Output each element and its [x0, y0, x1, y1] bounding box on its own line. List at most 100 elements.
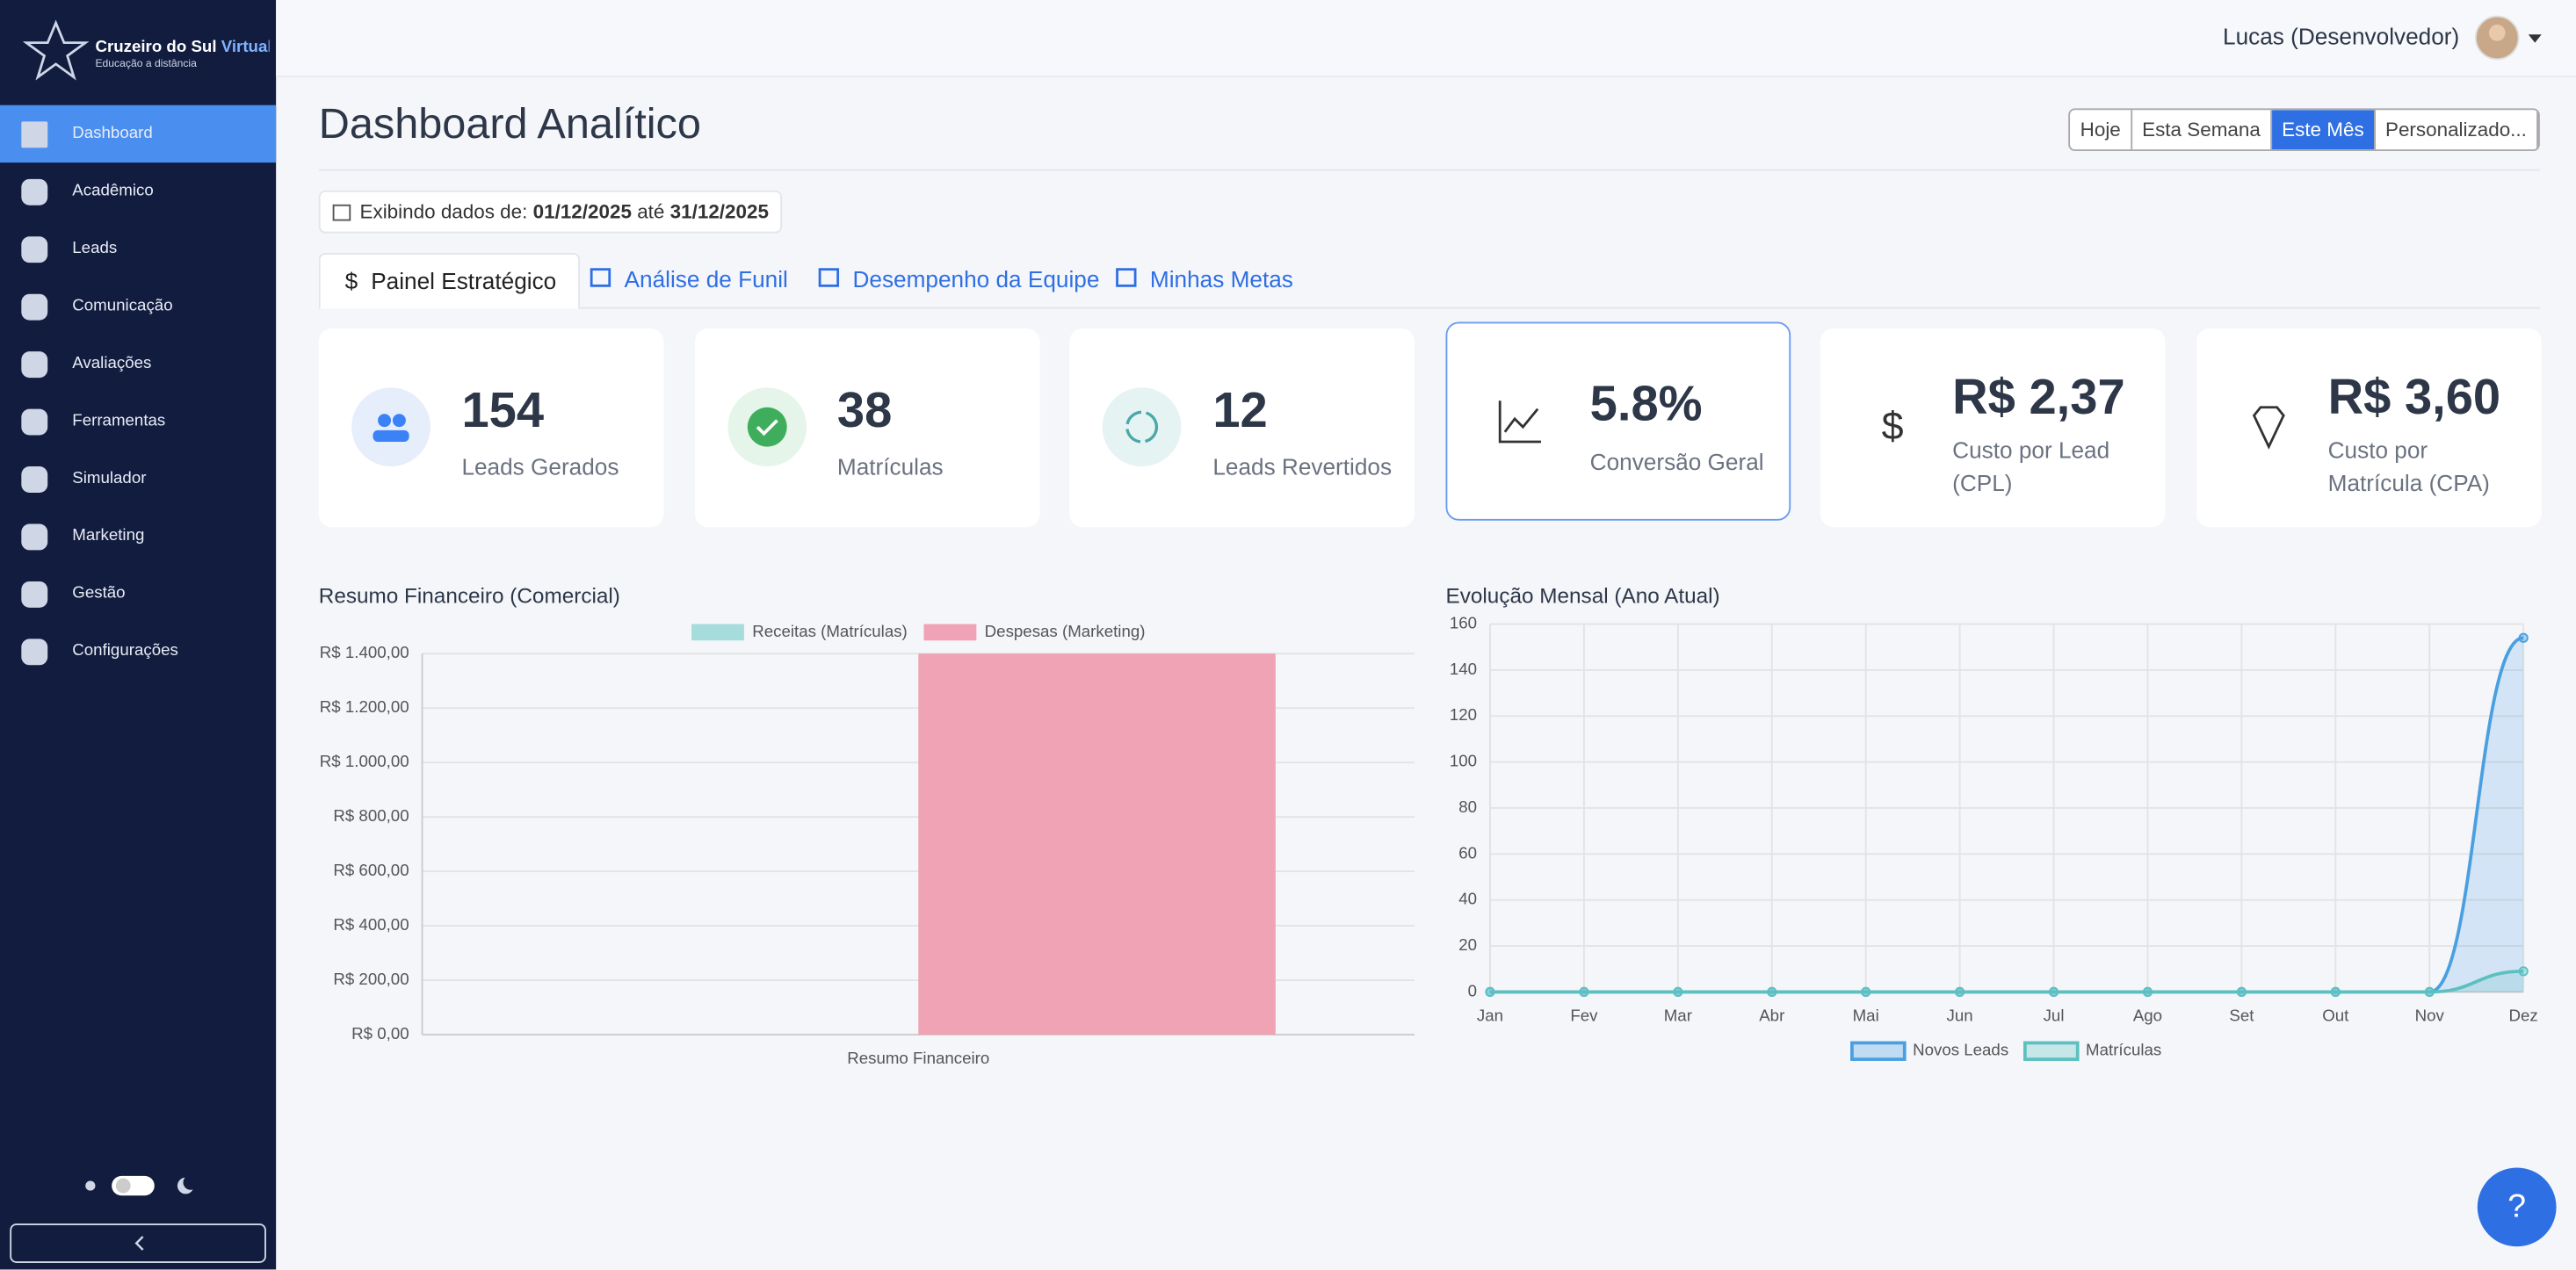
tab[interactable]: $ Painel Estratégico [318, 252, 580, 309]
kpi-card: 38 Matrículas [694, 328, 1039, 528]
point [1485, 986, 1495, 998]
tagline: Educação a distância [95, 57, 197, 69]
range-button[interactable]: Hoje [2070, 110, 2132, 150]
point [1673, 986, 1683, 998]
legend-swatch [2022, 1041, 2080, 1061]
y-tick-label: 80 [1458, 797, 1477, 816]
menu-label: Dashboard [72, 125, 153, 143]
kpi-label: Conversão Geral [1589, 448, 1764, 475]
y-tick-label: 60 [1458, 843, 1477, 862]
date-end: 31/12/2025 [669, 200, 769, 224]
x-tick-label: Mai [1853, 1006, 1879, 1024]
collapse-button[interactable] [10, 1223, 266, 1263]
tab-icon-shape [818, 268, 840, 287]
kpi-value: R$ 3,60 [2327, 371, 2501, 426]
kpi-icon [351, 387, 431, 467]
tab[interactable]: Desempenho da Equipe [793, 253, 1121, 307]
range-button[interactable]: Este Mês [2271, 110, 2376, 150]
x-tick-label: Jul [2044, 1006, 2065, 1024]
kpi-icon-diamond [2252, 406, 2285, 450]
kpi-card: $ R$ 2,37 Custo por Lead (CPL) [1820, 328, 2167, 528]
sun-icon [85, 1180, 96, 1191]
help-button[interactable]: ? [2477, 1167, 2557, 1247]
menu-item[interactable]: Acadêmico [0, 162, 276, 220]
kpi-icon [1498, 400, 1541, 444]
chart-title: Resumo Financeiro (Comercial) [318, 582, 620, 608]
menu-icon [21, 121, 48, 148]
kpi-value: 38 [836, 384, 893, 439]
y-tick-label: R$ 800,00 [333, 806, 409, 825]
area [1489, 638, 2524, 992]
date-prefix: Exibindo dados de: [359, 200, 528, 224]
y-tick-label: R$ 0,00 [351, 1024, 409, 1043]
line [1489, 636, 2524, 994]
user-name[interactable]: Lucas (Desenvolvedor) [2223, 23, 2460, 50]
point [2236, 986, 2247, 998]
menu-icon-shape [21, 523, 48, 551]
x-tick-label: Nov [2415, 1006, 2445, 1024]
collapse-icon [134, 1236, 144, 1251]
range-button[interactable]: Esta Semana [2132, 110, 2272, 150]
x-tick-label: Mar [1664, 1006, 1692, 1024]
legend-swatch [1850, 1041, 1907, 1061]
kpi-value: 12 [1212, 384, 1268, 439]
tab-line [318, 307, 2540, 309]
tab[interactable]: Análise de Funil [565, 253, 809, 307]
caret [2528, 34, 2542, 43]
menu-label: Comunicação [72, 297, 173, 316]
kpi-label: Leads Gerados [461, 453, 619, 480]
menu-item[interactable]: Gestão [0, 565, 276, 622]
menu-item[interactable]: Avaliações [0, 335, 276, 392]
point [1861, 986, 1871, 998]
x-tick-label: Jun [1947, 1006, 1973, 1024]
menu-icon-shape [21, 293, 48, 321]
menu-item[interactable]: Comunicação [0, 278, 276, 335]
y-tick-label: R$ 1.000,00 [320, 752, 409, 770]
range-button[interactable]: Personalizado... [2376, 110, 2538, 150]
y-tick-label: R$ 200,00 [333, 970, 409, 988]
y-tick-label: 120 [1450, 705, 1477, 724]
menu-icon [21, 523, 48, 551]
point [2048, 986, 2059, 998]
x-tick-label: Ago [2133, 1006, 2162, 1024]
kpi-icon-person [392, 414, 406, 428]
menu-label: Ferramentas [72, 412, 166, 430]
date-start: 01/12/2025 [532, 200, 632, 224]
kpi-icon-shape [747, 407, 786, 447]
menu-icon [21, 408, 48, 436]
theme-toggle[interactable] [76, 1169, 207, 1201]
y-tick-label: R$ 1.400,00 [320, 643, 409, 661]
tab[interactable]: Minhas Metas [1091, 253, 1315, 307]
kpi-value: 154 [461, 384, 545, 439]
kpi-icon: $ [1882, 403, 1904, 448]
legend-label: Receitas (Matrículas) [752, 622, 908, 640]
y-tick-label: R$ 1.200,00 [320, 697, 409, 716]
kpi-icon-person [378, 414, 392, 428]
menu-item[interactable]: Ferramentas [0, 393, 276, 450]
menu-icon-shape [21, 408, 48, 436]
y-tick-label: R$ 400,00 [333, 915, 409, 934]
menu-item[interactable]: Marketing [0, 508, 276, 565]
menu-icon [21, 178, 48, 206]
tab-label: Análise de Funil [624, 265, 788, 292]
chevron [134, 1236, 144, 1251]
menu-icon-shape [21, 351, 48, 379]
menu-item[interactable]: Leads [0, 220, 276, 278]
topbar [276, 0, 2576, 77]
kpi-icon-chart [1498, 400, 1541, 444]
avatar[interactable] [2474, 15, 2556, 61]
menu-label: Gestão [72, 584, 126, 603]
legend-item: Despesas (Marketing) [923, 622, 1145, 641]
menu-label: Configurações [72, 642, 178, 660]
menu-item[interactable]: Dashboard [0, 105, 277, 163]
calendar-icon [332, 204, 351, 221]
chart: 0 20 40 60 80 100 120 140 160 Jan Fev Mar Abr Mai Jun J… [1450, 613, 2538, 1061]
x-tick-label: Fev [1570, 1006, 1598, 1024]
menu-label: Leads [72, 240, 118, 258]
point [1579, 986, 1589, 998]
menu-item[interactable]: Configurações [0, 623, 276, 680]
menu-item[interactable]: Simulador [0, 450, 276, 507]
x-tick-label: Abr [1759, 1006, 1784, 1024]
kpi-card: 154 Leads Gerados [318, 328, 664, 528]
